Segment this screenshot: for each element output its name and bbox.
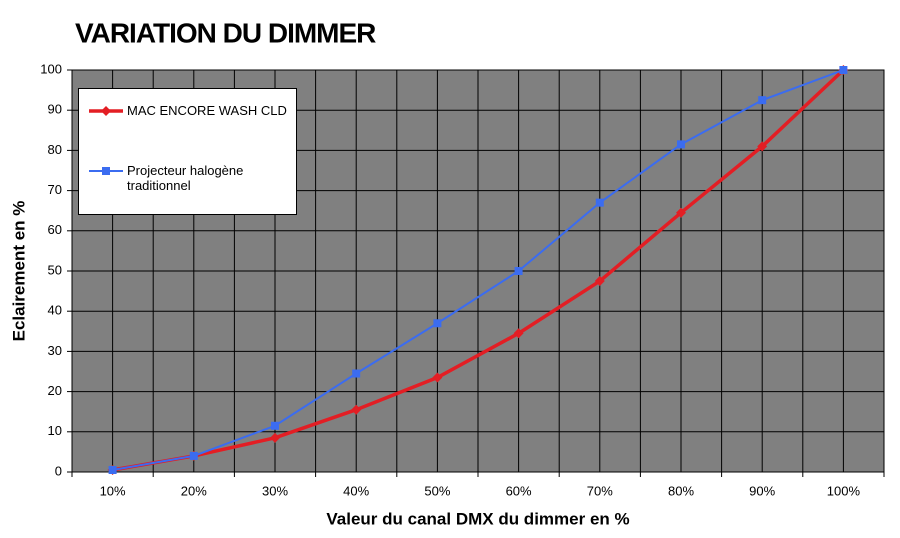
point: [351, 404, 362, 415]
point: [108, 465, 117, 474]
legend-label: Projecteur halogène traditionnel: [127, 163, 244, 193]
x-tick-label: 10%: [100, 483, 126, 498]
point: [432, 372, 443, 383]
x-tick-label: 50%: [424, 483, 450, 498]
y-tick-label: 70: [48, 182, 62, 197]
y-tick-label: 40: [48, 303, 62, 318]
point: [433, 319, 442, 328]
y-tick-label: 100: [40, 61, 62, 76]
point: [102, 167, 110, 175]
y-tick-label: 20: [48, 383, 62, 398]
series-line: [112, 68, 845, 472]
y-tick-label: 10: [48, 423, 62, 438]
chart-title: VARIATION DU DIMMER: [75, 17, 376, 48]
x-tick-label: 60%: [506, 483, 532, 498]
point: [758, 96, 767, 105]
point: [676, 207, 686, 218]
point: [270, 432, 280, 443]
y-tick-label: 90: [48, 102, 62, 117]
series-line: [112, 69, 844, 471]
y-tick-label: 80: [48, 142, 62, 157]
point: [513, 328, 524, 339]
point: [271, 421, 279, 430]
legend-swatch: [89, 106, 123, 116]
point: [594, 276, 605, 287]
y-axis-title: Eclairement en %: [9, 201, 28, 342]
x-tick-label: 40%: [343, 483, 369, 498]
x-tick-label: 70%: [587, 483, 613, 498]
x-tick-label: 20%: [181, 483, 207, 498]
point: [839, 66, 848, 74]
x-tick-label: 100%: [827, 483, 861, 498]
legend: MAC ENCORE WASH CLD Projecteur halogène t…: [78, 88, 297, 215]
y-tick-label: 0: [55, 463, 62, 478]
point: [595, 198, 604, 207]
y-tick-label: 50: [48, 262, 62, 277]
x-tick-label: 90%: [749, 483, 775, 498]
y-tick-label: 30: [48, 343, 62, 358]
x-tick-label: 30%: [262, 483, 288, 498]
point: [677, 140, 685, 149]
point: [514, 267, 523, 275]
legend-label: MAC ENCORE WASH CLD: [127, 103, 287, 118]
point: [352, 369, 361, 378]
point: [101, 106, 111, 116]
x-axis-title: Valeur du canal DMX du dimmer en %: [326, 509, 629, 528]
y-tick-label: 60: [48, 222, 62, 237]
point: [189, 451, 198, 460]
x-tick-label: 80%: [668, 483, 694, 498]
point: [757, 141, 768, 152]
legend-swatch: [89, 167, 123, 175]
